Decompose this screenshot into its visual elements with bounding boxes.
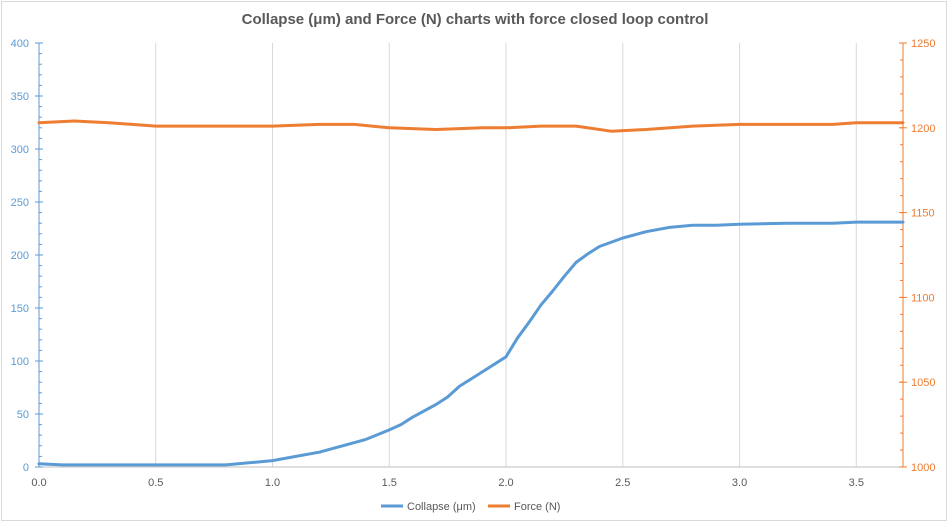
- right-tick-label: 1200: [911, 123, 935, 135]
- x-tick-label: 2.5: [615, 477, 630, 489]
- x-axis-ticks: 0.0 0.5 1.0 1.5 2.0 2.5 3.0 3.5: [31, 477, 864, 489]
- vertical-gridlines: [155, 43, 857, 467]
- x-tick-label: 1.5: [382, 477, 397, 489]
- left-tick-label: 50: [17, 409, 29, 421]
- left-tick-label: 400: [11, 38, 29, 50]
- right-tick-label: 1050: [911, 377, 935, 389]
- legend: Collapse (μm) Force (N): [381, 501, 560, 513]
- x-tick-label: 1.0: [265, 477, 280, 489]
- left-tick-label: 0: [23, 462, 29, 474]
- left-tick-label: 150: [11, 303, 29, 315]
- legend-label: Force (N): [514, 501, 560, 513]
- left-tick-label: 250: [11, 197, 29, 209]
- series-lines: [37, 119, 905, 467]
- x-tick-label: 0.0: [31, 477, 46, 489]
- left-axis-ticks: 0 50 100 150 200 250 300 350 400: [11, 38, 29, 474]
- chart-title: Collapse (μm) and Force (N) charts with …: [242, 11, 709, 28]
- series-line-force: [37, 119, 905, 133]
- left-tick-label: 200: [11, 250, 29, 262]
- x-tick-label: 0.5: [148, 477, 163, 489]
- x-tick-label: 3.0: [732, 477, 747, 489]
- left-tick-label: 300: [11, 144, 29, 156]
- left-tick-label: 350: [11, 91, 29, 103]
- right-tick-label: 1150: [911, 208, 935, 220]
- series-line-collapse: [37, 220, 905, 467]
- right-tick-label: 1250: [911, 38, 935, 50]
- right-tick-label: 1100: [911, 292, 935, 304]
- right-tick-label: 1000: [911, 462, 935, 474]
- axes: [35, 42, 907, 468]
- left-tick-label: 100: [11, 356, 29, 368]
- right-axis-ticks: 1000 1050 1100 1150 1200 1250: [911, 38, 935, 474]
- x-tick-label: 3.5: [849, 477, 864, 489]
- x-tick-label: 2.0: [498, 477, 513, 489]
- legend-label: Collapse (μm): [407, 501, 476, 513]
